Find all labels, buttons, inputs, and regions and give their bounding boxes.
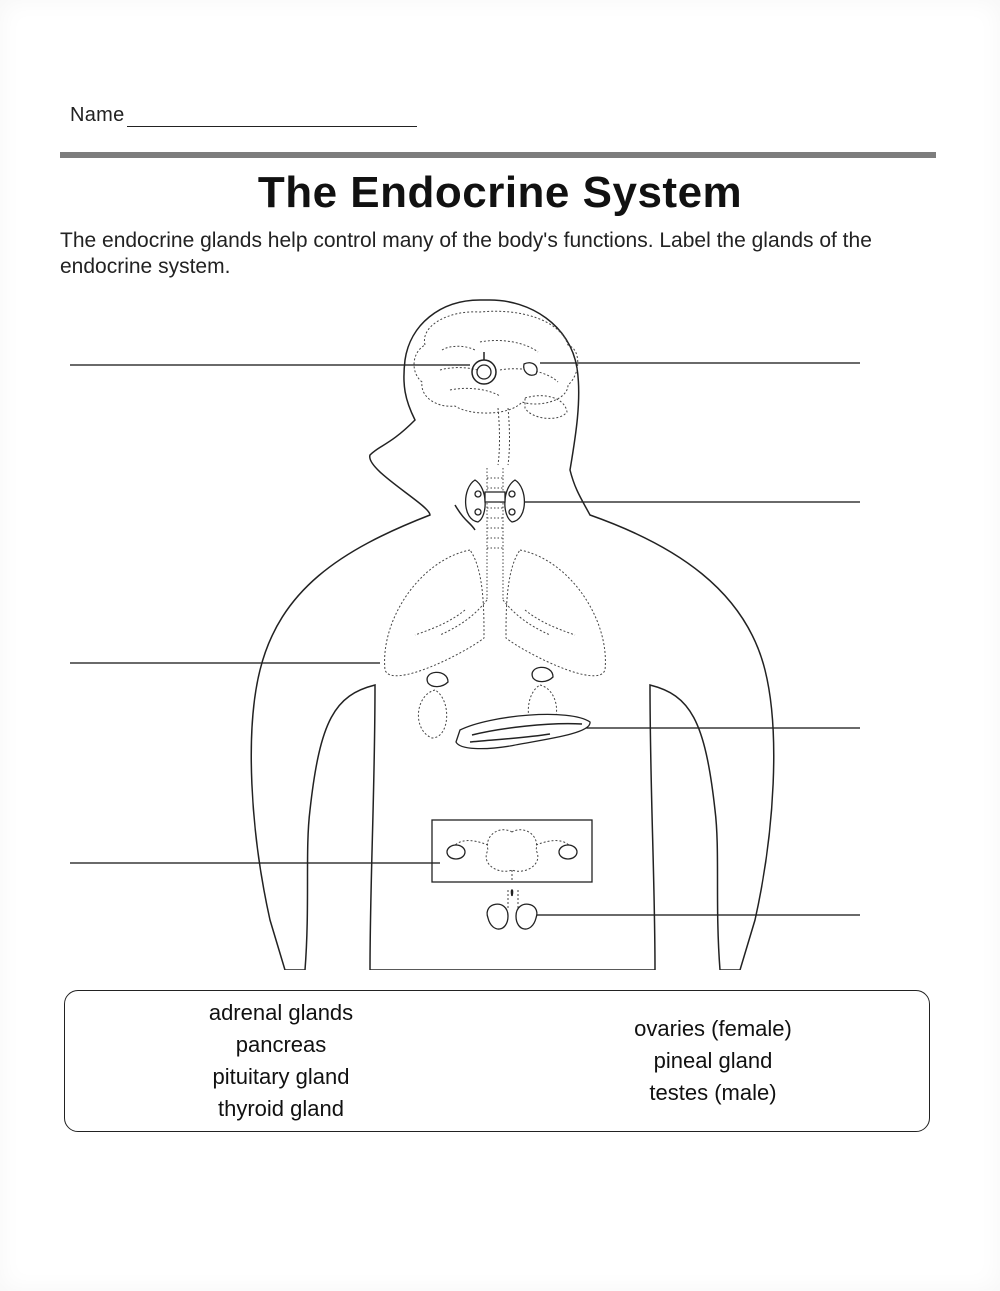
name-label: Name	[70, 104, 125, 127]
ovary-right	[559, 845, 577, 859]
word-bank-left: adrenal glands pancreas pituitary gland …	[65, 991, 497, 1131]
ovary-left	[447, 845, 465, 859]
kidney-left	[418, 690, 446, 738]
adrenal-right	[532, 667, 553, 681]
instructions-text: The endocrine glands help control many o…	[60, 228, 920, 281]
wordbank-item: ovaries (female)	[634, 1016, 792, 1042]
lungs	[385, 550, 484, 676]
page-title: The Endocrine System	[0, 168, 1000, 218]
pineal-gland	[524, 363, 537, 376]
adrenal-left	[427, 672, 448, 686]
worksheet-page: Name The Endocrine System The endocrine …	[0, 0, 1000, 1291]
testes	[487, 904, 508, 929]
name-blank[interactable]	[127, 126, 417, 127]
body-outline	[251, 300, 773, 970]
pancreas	[456, 714, 590, 748]
wordbank-item: pituitary gland	[213, 1064, 350, 1090]
thyroid-gland	[466, 480, 486, 522]
wordbank-item: adrenal glands	[209, 1000, 353, 1026]
header-rule	[60, 152, 936, 158]
wordbank-item: testes (male)	[649, 1080, 776, 1106]
name-field: Name	[70, 104, 417, 127]
wordbank-item: pineal gland	[654, 1048, 773, 1074]
uterus	[486, 830, 538, 872]
wordbank-item: pancreas	[236, 1032, 327, 1058]
word-bank-right: ovaries (female) pineal gland testes (ma…	[497, 991, 929, 1131]
word-bank: adrenal glands pancreas pituitary gland …	[64, 990, 930, 1132]
diagram-svg	[70, 290, 930, 970]
wordbank-item: thyroid gland	[218, 1096, 344, 1122]
endocrine-diagram	[70, 290, 930, 970]
pituitary-gland	[477, 365, 491, 379]
